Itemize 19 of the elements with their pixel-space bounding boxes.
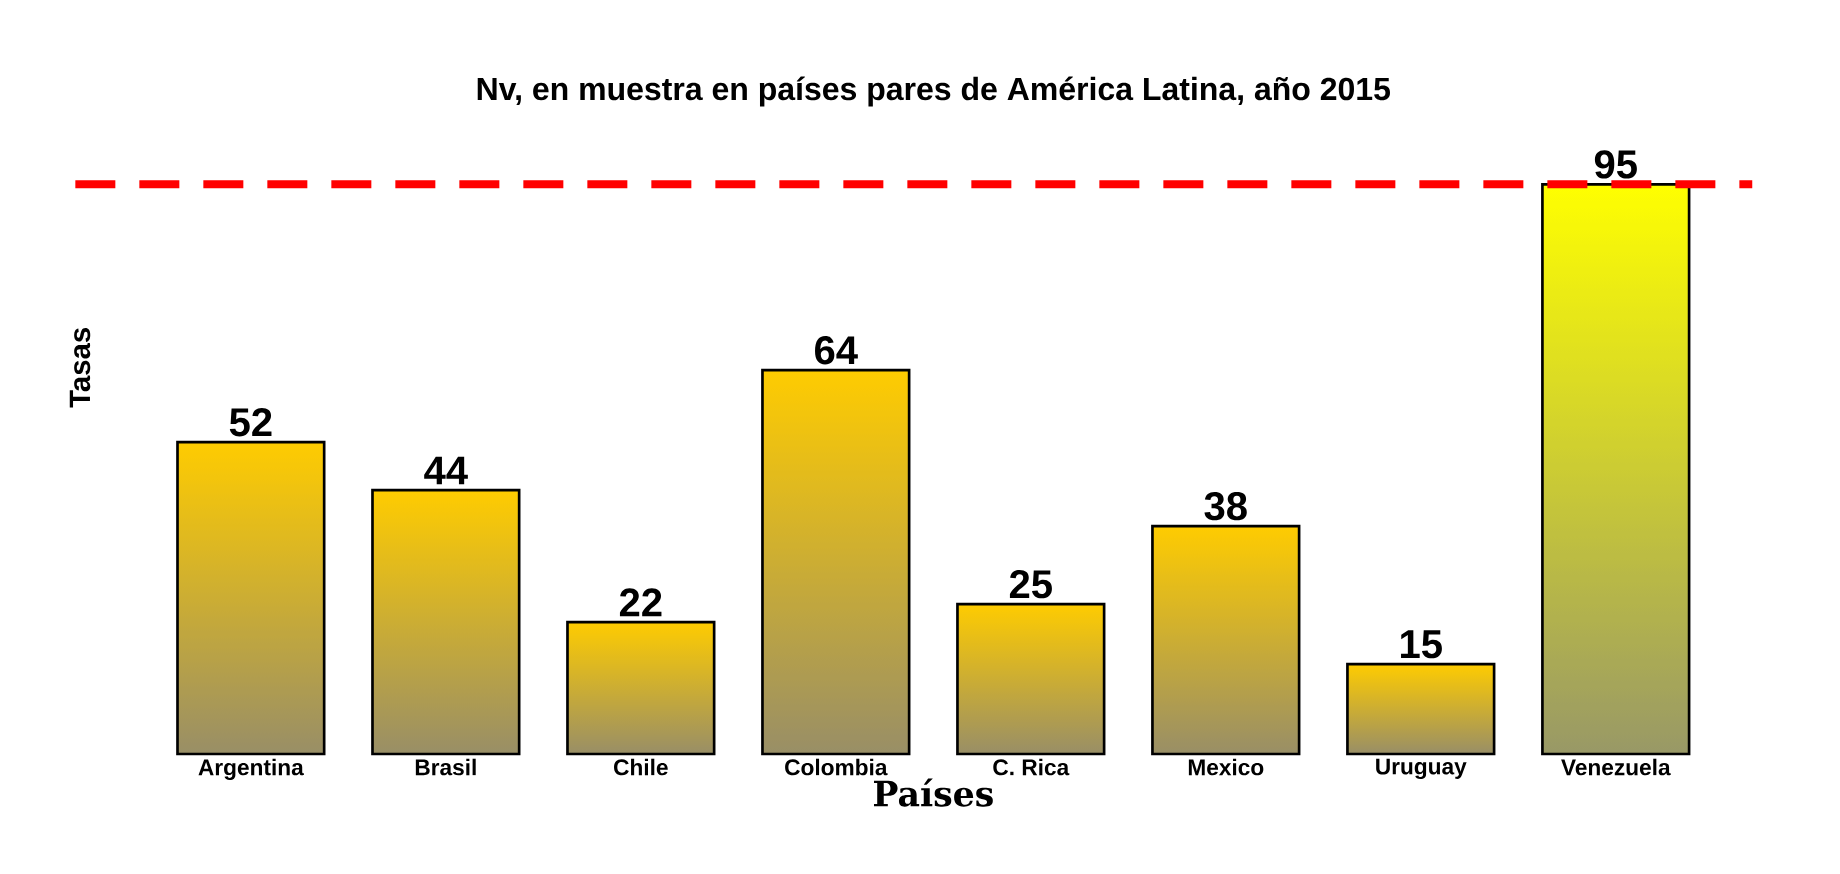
x-tick-label: C. Rica: [993, 758, 1070, 776]
data-label: 25: [1009, 569, 1052, 599]
data-label: 15: [1401, 630, 1442, 659]
x-tick-label: Venezuela: [1561, 758, 1671, 776]
x-tick-label: Mexico: [1188, 758, 1264, 776]
x-tick-label: Argentina: [198, 758, 304, 780]
data-label: 44: [424, 456, 468, 485]
data-label: 52: [229, 408, 272, 437]
y-axis-title: Tasas: [69, 328, 91, 408]
x-tick-label: Chile: [614, 758, 668, 776]
x-tick-label: Uruguay: [1376, 758, 1467, 780]
x-tick-label: Colombia: [785, 758, 888, 776]
data-label: 64: [815, 336, 858, 365]
x-tick-label: Brasil: [415, 758, 476, 776]
data-label: 22: [619, 588, 662, 617]
data-label: 95: [1594, 150, 1637, 179]
data-label: 38: [1204, 491, 1247, 521]
chart-title: Nv, en muestra en países pares de América Latina, año 2015: [477, 76, 1390, 107]
x-axis-title: Países: [874, 778, 993, 807]
